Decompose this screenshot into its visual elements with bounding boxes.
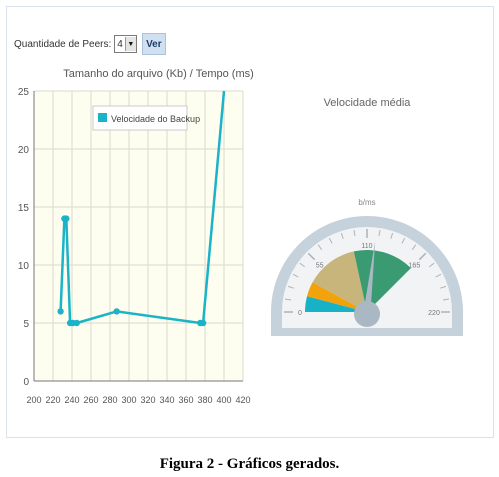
y-tick-label: 5: [23, 319, 29, 330]
gauge-minor-tick: [353, 229, 356, 237]
gauge-minor-tick: [328, 237, 333, 244]
x-tick-label: 400: [216, 395, 231, 405]
gauge-tick-label: 220: [428, 310, 440, 317]
x-tick-label: 340: [159, 395, 174, 405]
chevron-down-icon[interactable]: ▼: [124, 37, 136, 51]
gauge-chart: Velocidade média 0 55 110 165 220 b/ms: [271, 97, 463, 336]
gauge-minor-tick: [429, 262, 435, 268]
gauge-band: [305, 296, 367, 312]
data-point: [57, 308, 64, 315]
y-tick-label: 10: [18, 261, 30, 272]
view-button[interactable]: Ver: [141, 33, 166, 55]
gauge-minor-tick: [284, 298, 292, 301]
x-tick-label: 280: [102, 395, 117, 405]
gauge-tick-label: 165: [409, 263, 421, 270]
x-tick-label: 300: [121, 395, 136, 405]
x-tick-label: 420: [235, 395, 250, 405]
gauge-minor-tick: [292, 273, 299, 278]
peers-label: Quantidade de Peers:: [14, 38, 112, 50]
y-tick-label: 15: [18, 203, 30, 214]
gauge-minor-tick: [440, 285, 447, 289]
x-tick-label: 320: [140, 395, 155, 405]
gauge-major-tick: [418, 252, 427, 261]
y-tick-label: 25: [18, 87, 30, 98]
x-tick-label: 240: [64, 395, 79, 405]
gauge-title: Velocidade média: [324, 97, 412, 109]
y-tick-label: 20: [18, 145, 30, 156]
legend-swatch: [98, 113, 107, 122]
gauge-tick-label: 55: [316, 263, 324, 270]
data-point: [199, 319, 207, 327]
gauge-band: [312, 251, 367, 312]
gauge-major-tick: [307, 252, 316, 261]
gauge-minor-tick: [390, 232, 394, 239]
peer-controls: Quantidade de Peers: 4 ▼ Ver: [14, 33, 166, 55]
x-tick-label: 260: [83, 395, 98, 405]
gauge-tick-label: 110: [361, 243, 372, 250]
line-chart-title: Tamanho do arquivo (Kb) / Tempo (ms): [63, 68, 254, 80]
gauge-needle-pivot: [354, 301, 380, 327]
gauge-minor-tick: [340, 232, 344, 239]
x-tick-label: 200: [26, 395, 41, 405]
gauge-minor-tick: [378, 229, 381, 237]
peers-select-value: 4: [117, 38, 123, 50]
gauge-minor-tick: [317, 244, 323, 250]
gauge-minor-tick: [442, 298, 450, 301]
data-point: [73, 319, 80, 327]
legend-label: Velocidade do Backup: [111, 114, 200, 124]
gauge-band: [307, 282, 367, 312]
y-tick-label: 0: [23, 377, 29, 388]
data-point: [63, 215, 70, 222]
gauge-minor-tick: [401, 237, 406, 244]
line-chart: 0 5 10 15 20 25 200 220 240 260 280 300 320 340 360 380…: [18, 68, 254, 405]
legend-box: [92, 105, 188, 131]
plot-background: [34, 91, 243, 381]
data-point: [113, 308, 120, 315]
x-tick-label: 380: [197, 395, 212, 405]
x-tick-label: 220: [45, 395, 60, 405]
gauge-needle: [363, 240, 376, 313]
figure-caption: Figura 2 - Gráficos gerados.: [159, 456, 340, 472]
peers-select[interactable]: 4 ▼: [114, 35, 137, 53]
gauge-minor-tick: [411, 244, 417, 250]
gauge-tick-label: 0: [298, 310, 302, 317]
gauge-unit: b/ms: [358, 198, 375, 207]
gauge-minor-tick: [287, 285, 294, 289]
gauge-minor-tick: [299, 262, 305, 268]
gauge-minor-tick: [435, 273, 442, 278]
x-tick-label: 360: [178, 395, 193, 405]
